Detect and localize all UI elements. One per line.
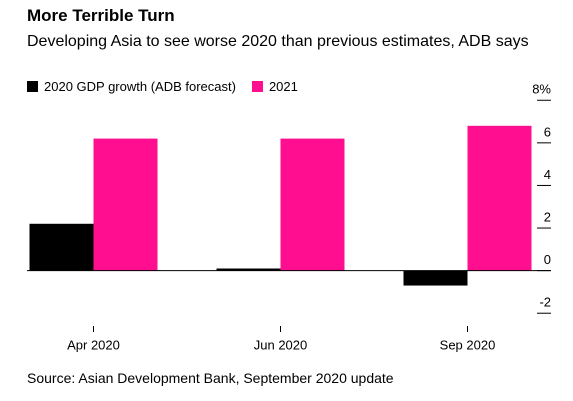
bar [93,138,158,271]
chart-subtitle: Developing Asia to see worse 2020 than p… [27,33,529,50]
bar [29,223,94,271]
bar [467,125,532,271]
y-tick-label: 4 [544,167,551,182]
legend-item: 2021 [251,79,298,94]
x-tick-label: Jun 2020 [254,337,308,352]
legend-swatch [27,81,38,92]
y-tick-label: 2 [544,209,551,224]
chart: 8% 6 4 2 0 -2 Apr 2020 Jun 2020 Sep 2020 [27,82,551,352]
bar [403,270,468,286]
legend-label: 2020 GDP growth (ADB forecast) [44,79,236,94]
x-tick-label: Apr 2020 [67,337,120,352]
legend-swatch [251,81,263,92]
legend: 2020 GDP growth (ADB forecast) 2021 [27,79,314,94]
y-tick-label: 8% [532,82,551,97]
y-tick-label: -2 [539,295,551,310]
legend-item: 2020 GDP growth (ADB forecast) [27,79,236,94]
x-tick-label: Sep 2020 [440,337,496,352]
source: Source: Asian Development Bank, Septembe… [27,370,394,386]
y-tick-label: 6 [544,124,551,139]
chart-title: More Terrible Turn [27,6,175,25]
legend-label: 2021 [268,79,298,94]
bar [216,268,281,271]
y-tick-label: 0 [544,252,551,267]
bar [280,138,345,271]
